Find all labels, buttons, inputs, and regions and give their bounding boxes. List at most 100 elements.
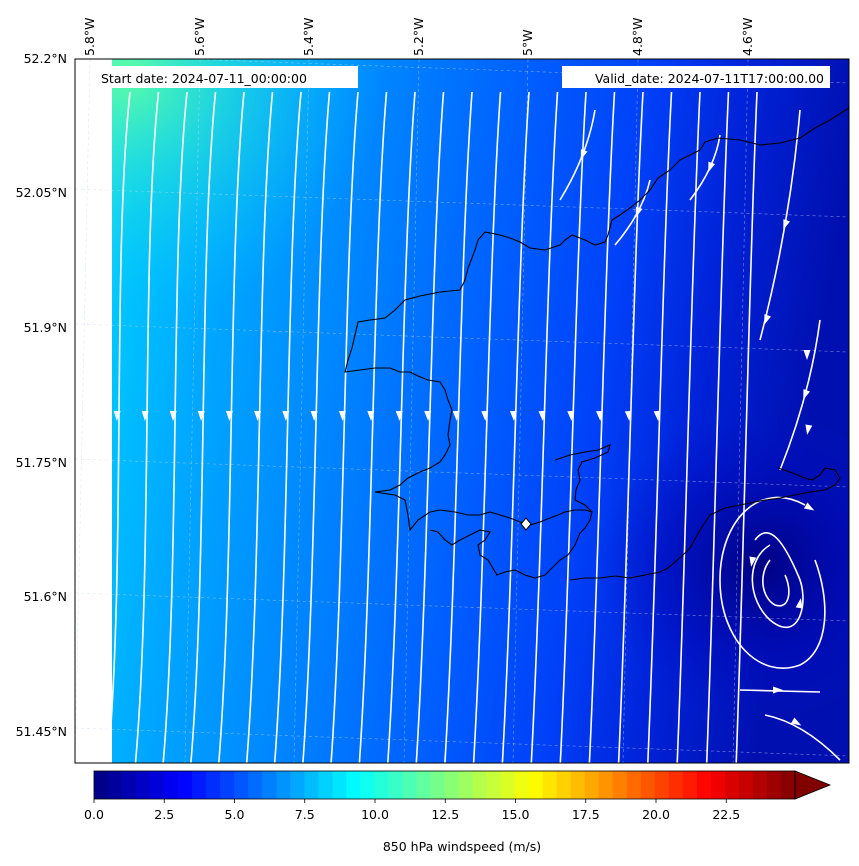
start-date-text: Start date: 2024-07-11_00:00:00	[101, 71, 307, 86]
streamline-arrow	[653, 410, 661, 421]
colorbar-segment	[276, 771, 291, 799]
colorbar-segment	[556, 771, 572, 799]
colorbar-segment	[178, 771, 193, 799]
colorbar-segment	[416, 771, 431, 799]
location-marker	[520, 517, 532, 531]
colorbar-segment	[94, 771, 109, 799]
streamline-arrow	[197, 410, 205, 421]
colorbar-tick-label: 20.0	[642, 807, 670, 822]
colorbar-segment	[234, 771, 249, 799]
colorbar-segment	[500, 771, 515, 799]
colorbar-segment	[360, 771, 375, 799]
streamline-arrow	[338, 410, 346, 421]
streamline-arrow	[141, 410, 149, 421]
colorbar-ticks: 0.0 2.5 5.0 7.5 10.0 12.5 15.0 17.5 20.0 22.5	[84, 799, 740, 822]
colorbar-segment	[640, 771, 656, 799]
colorbar-label: 850 hPa windspeed (m/s)	[383, 839, 541, 854]
colorbar-segment	[444, 771, 459, 799]
streamline-arrow	[254, 411, 262, 421]
map-panel	[75, 59, 849, 763]
colorbar-segment	[738, 771, 754, 799]
streamline-arrow	[538, 410, 546, 421]
lat-tick-label: 51.75°N	[16, 455, 67, 470]
colorbar-tick-label: 7.5	[295, 807, 315, 822]
colorbar-segment	[668, 771, 684, 799]
streamline-arrow	[225, 410, 233, 421]
colorbar-tick-label: 2.5	[154, 807, 174, 822]
colorbar-segment	[528, 771, 544, 799]
colorbar-segment	[486, 771, 501, 799]
lat-tick-label: 51.45°N	[16, 724, 67, 739]
colorbar-segment	[780, 771, 796, 799]
colorbar-tick-label: 22.5	[712, 807, 740, 822]
lon-tick-label: 5.4°W	[301, 18, 316, 57]
streamline-arrow	[805, 424, 813, 435]
streamline-arrow	[790, 717, 802, 726]
streamline	[762, 559, 790, 607]
colorbar-segment	[458, 771, 473, 799]
streamline-arrow	[580, 149, 588, 160]
colorbar-segment	[570, 771, 586, 799]
streamline-arrow	[624, 410, 632, 421]
colorbar-segment	[752, 771, 768, 799]
colorbar-segment	[724, 771, 740, 799]
lat-tick-label: 51.6°N	[24, 589, 67, 604]
streamline-arrow	[635, 206, 643, 218]
colorbar-segment	[304, 771, 319, 799]
colorbar-tick-label: 0.0	[84, 807, 104, 822]
streamline-arrow	[452, 410, 460, 421]
colorbar-segment	[332, 771, 347, 799]
colorbar-tick-label: 15.0	[502, 807, 530, 822]
latitude-tick-labels: 52.2°N 52.05°N 51.9°N 51.75°N 51.6°N 51.…	[16, 51, 67, 739]
lon-tick-label: 5.2°W	[411, 18, 426, 57]
streamline-arrow	[424, 410, 432, 421]
streamline-arrow	[708, 161, 715, 173]
colorbar-segment	[318, 771, 333, 799]
streamlines	[107, 91, 841, 763]
coastline	[344, 107, 849, 579]
streamline-arrow	[509, 410, 517, 421]
colorbar-segment	[150, 771, 165, 799]
colorbar-segment	[262, 771, 277, 799]
lat-tick-label: 52.2°N	[24, 51, 67, 66]
lat-tick-label: 52.05°N	[16, 185, 67, 200]
valid-date-box	[562, 66, 830, 88]
streamline-arrow	[749, 556, 757, 567]
streamline	[676, 91, 701, 763]
colorbar-segment	[766, 771, 782, 799]
colorbar-segment	[122, 771, 137, 799]
streamline-arrow	[803, 502, 815, 511]
longitude-tick-labels: 5.8°W 5.6°W 5.4°W 5.2°W 5°W 4.8°W 4.6°W	[82, 18, 755, 57]
lon-tick-label: 4.8°W	[630, 18, 645, 57]
colorbar-segment	[542, 771, 558, 799]
coastline-east	[554, 444, 611, 513]
streamline-arrow	[395, 410, 403, 421]
streamline-arrow	[795, 598, 803, 609]
colorbar-segment	[164, 771, 179, 799]
colorbar-segment	[430, 771, 445, 799]
colorbar-segment	[220, 771, 235, 799]
streamline-arrow	[783, 219, 790, 230]
colorbar-segment	[696, 771, 712, 799]
colorbar-segment	[192, 771, 207, 799]
colorbar-segment	[598, 771, 614, 799]
streamline	[751, 532, 804, 629]
colorbar-segment	[374, 771, 389, 799]
lat-tick-label: 51.9°N	[24, 320, 67, 335]
lon-tick-label: 5.8°W	[82, 18, 97, 57]
colorbar-segment	[206, 771, 221, 799]
colorbar-segment	[108, 771, 123, 799]
colorbar-segment	[584, 771, 600, 799]
colorbar-segment	[626, 771, 642, 799]
colorbar-segment	[136, 771, 151, 799]
streamline-arrow	[310, 410, 318, 421]
valid-date-text: Valid_date: 2024-07-11T17:00:00.00	[595, 71, 824, 86]
colorbar-segment	[290, 771, 305, 799]
colorbar-segment	[710, 771, 726, 799]
lon-tick-label: 5.6°W	[192, 18, 207, 57]
streamline	[719, 496, 826, 669]
streamline-arrow	[596, 410, 604, 421]
coastline-south	[569, 467, 841, 581]
colorbar-segment	[248, 771, 263, 799]
colorbar-segment	[388, 771, 403, 799]
